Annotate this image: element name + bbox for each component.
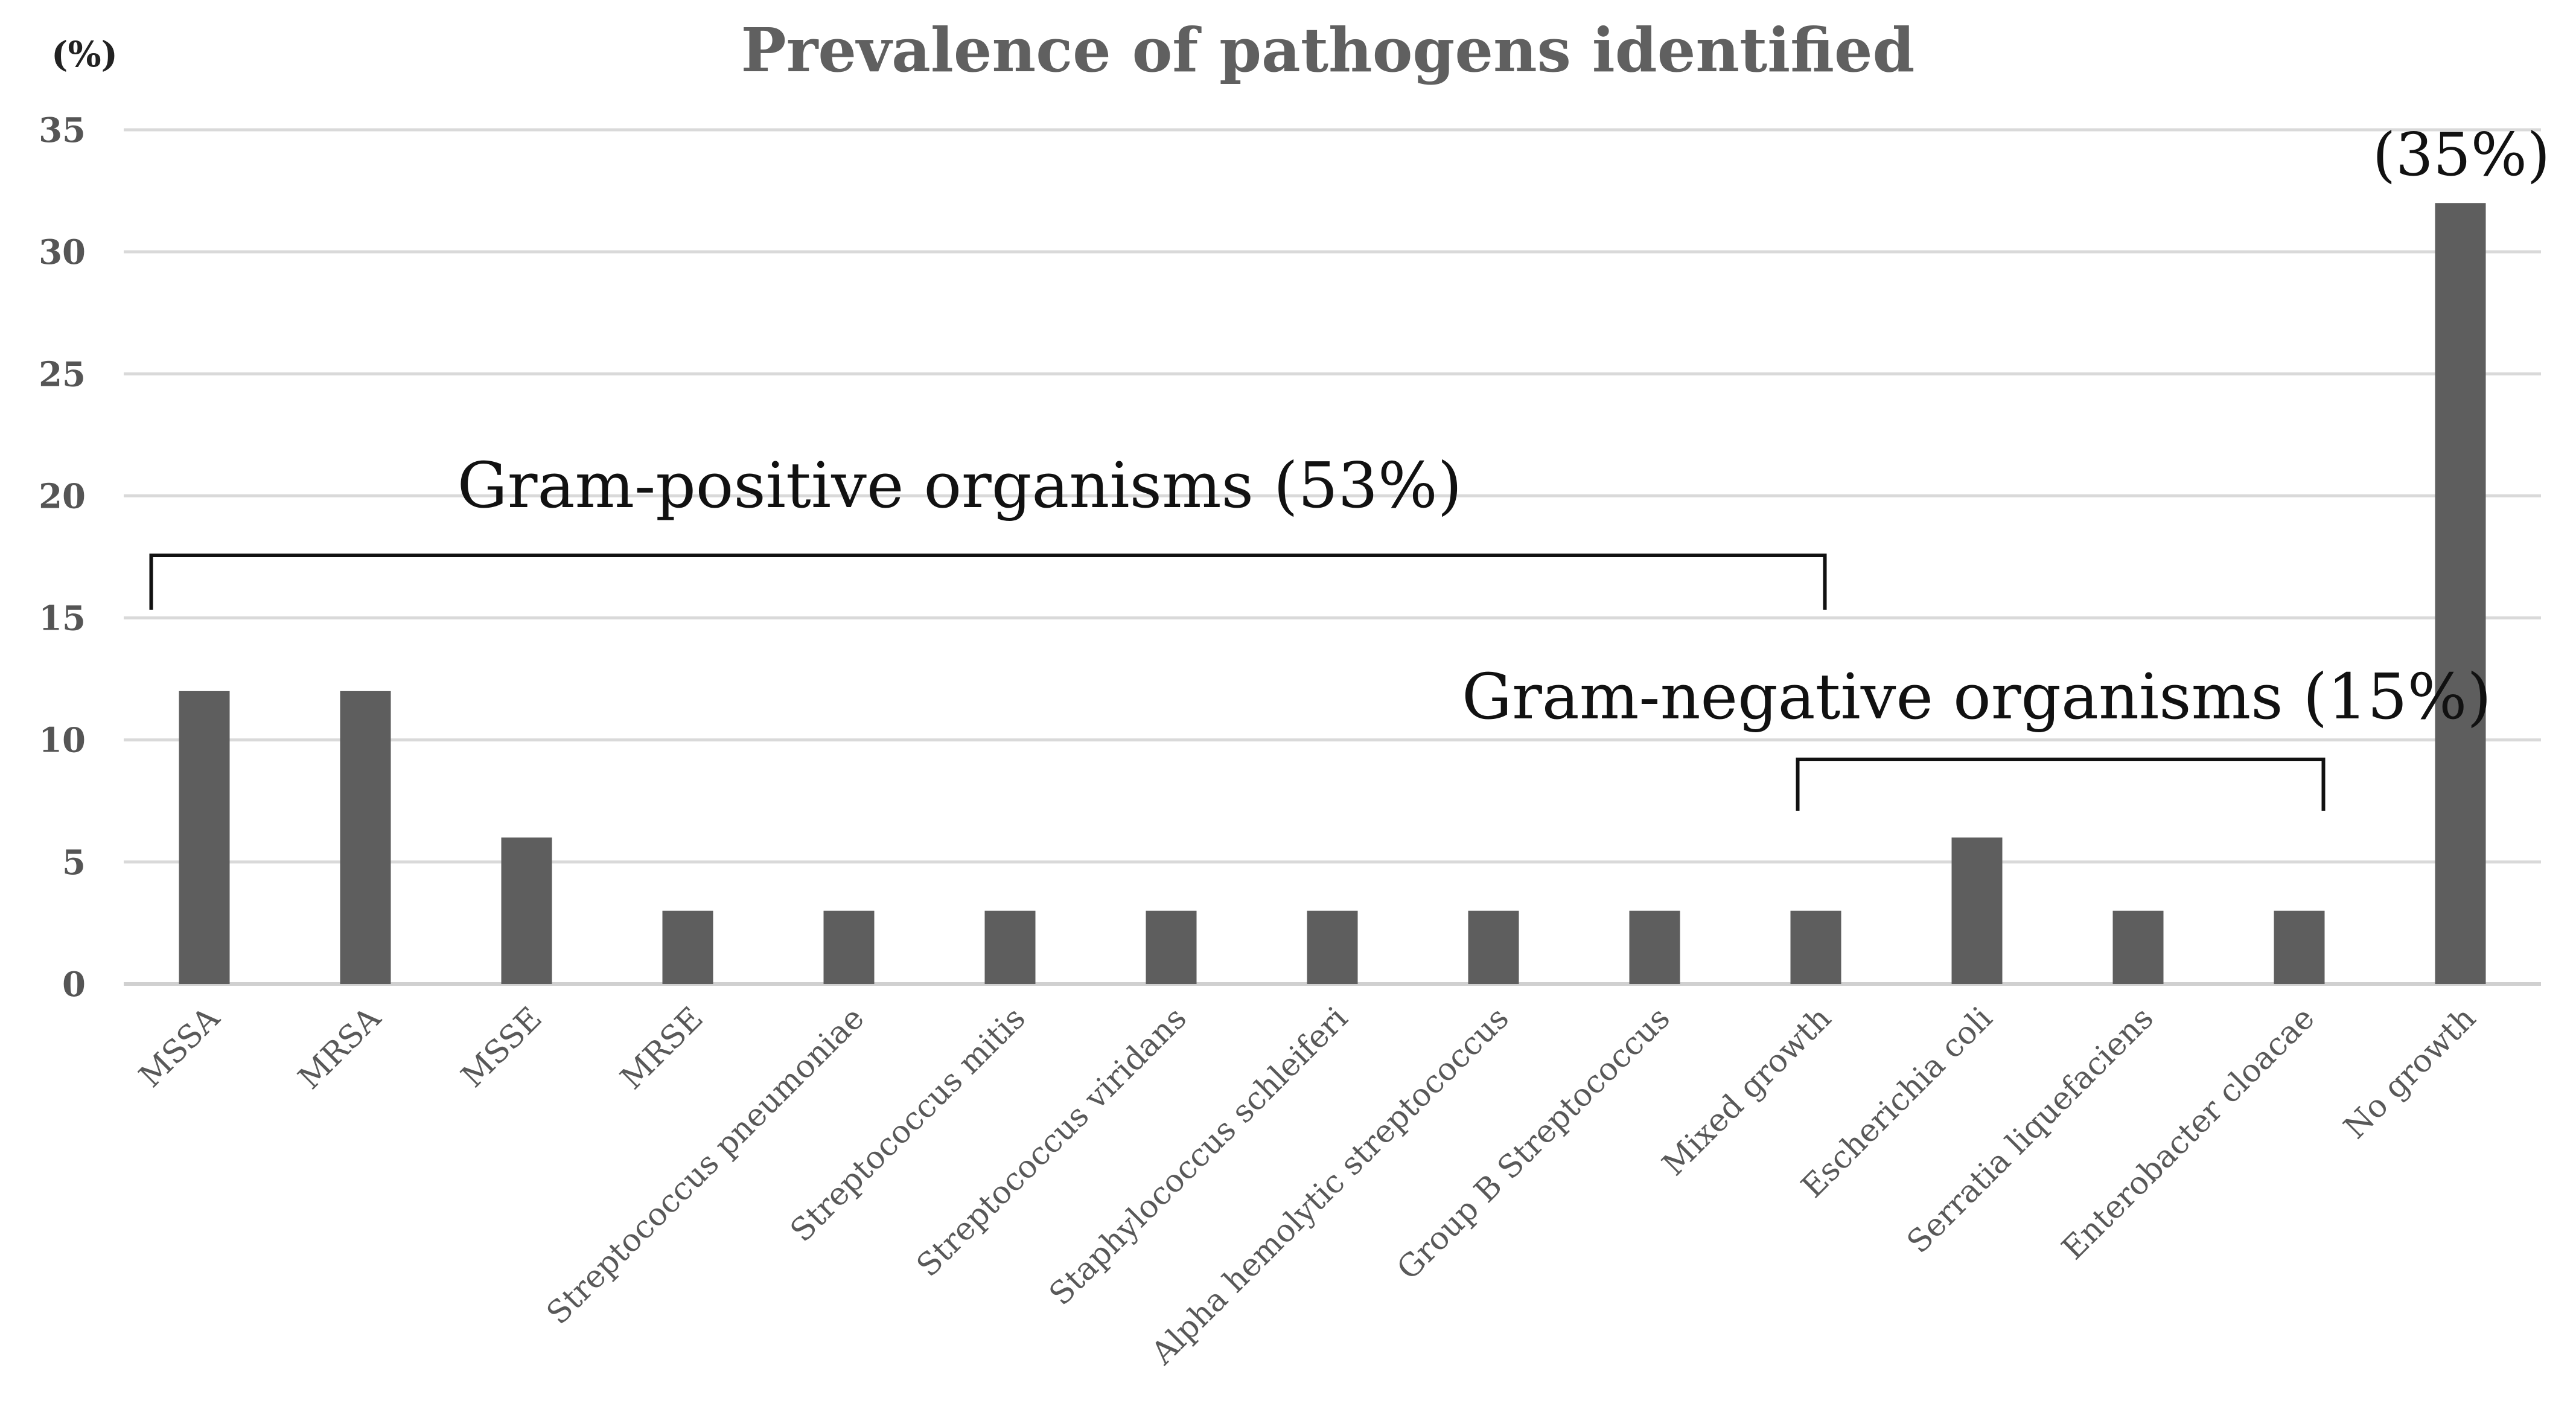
- bars: [179, 203, 2486, 985]
- bar-streptococcus-pneumoniae: [823, 910, 875, 984]
- x-tick-label: MSSE: [454, 1000, 549, 1095]
- x-tick-label: Streptococcus viridans: [910, 1000, 1193, 1284]
- bar-alpha-hemolytic-streptococcus: [1468, 910, 1519, 984]
- annotations: Gram-positive organisms (53%) Gram-negati…: [149, 121, 2550, 811]
- y-tick-label: 5: [62, 843, 86, 883]
- bar-msse: [501, 837, 552, 984]
- y-axis-unit-label: (%): [51, 34, 118, 75]
- gram-positive-bracket: [149, 554, 1827, 610]
- bar-group-b-streptococcus: [1629, 910, 1680, 984]
- gram-negative-bracket: [1796, 758, 2326, 811]
- x-tick-label: No growth: [2337, 1000, 2483, 1146]
- x-tick-label: Streptococcus pneumoniae: [540, 1000, 872, 1332]
- y-tick-label: 20: [39, 476, 86, 516]
- x-tick-label: MSSA: [132, 1000, 227, 1094]
- x-tick-label: MRSA: [292, 1000, 389, 1097]
- bar-enterobacter-cloacae: [2274, 910, 2325, 984]
- y-tick-label: 0: [62, 965, 86, 1005]
- y-tick-label: 30: [39, 232, 86, 272]
- chart-title: Prevalence of pathogens identified: [741, 14, 1915, 86]
- bar-mssa: [179, 691, 230, 984]
- x-tick-label: MRSE: [614, 1000, 710, 1097]
- bar-mrse: [662, 910, 713, 984]
- y-tick-label: 15: [39, 599, 86, 639]
- bar-mixed-growth: [1790, 910, 1841, 984]
- bar-streptococcus-mitis: [984, 910, 1036, 984]
- x-tick-label: Alpha hemolytic streptococcus: [1144, 1000, 1516, 1372]
- y-tick-label: 35: [39, 110, 86, 150]
- y-tick-label: 25: [39, 354, 86, 394]
- x-tick-label: Mixed growth: [1656, 1000, 1838, 1183]
- bar-staphylococcus-schleiferi: [1307, 910, 1358, 984]
- bar-no-growth: [2435, 203, 2486, 985]
- gram-negative-label: Gram-negative organisms (15%): [1462, 660, 2492, 733]
- bar-escherichia-coli: [1951, 837, 2003, 984]
- bar-streptococcus-viridans: [1146, 910, 1197, 984]
- no-growth-percent-label: (35%): [2373, 121, 2550, 190]
- gram-positive-label: Gram-positive organisms (53%): [457, 449, 1462, 522]
- y-tick-label: 10: [39, 721, 86, 761]
- bar-mrsa: [340, 691, 391, 984]
- y-axis-ticks: 0 5 10 15 20 25 30 35: [39, 110, 86, 1005]
- x-tick-label: Staphylococcus schleiferi: [1042, 1000, 1354, 1312]
- bar-serratia-liquefaciens: [2112, 910, 2164, 984]
- x-tick-label: Group B Streptococcus: [1390, 1000, 1677, 1287]
